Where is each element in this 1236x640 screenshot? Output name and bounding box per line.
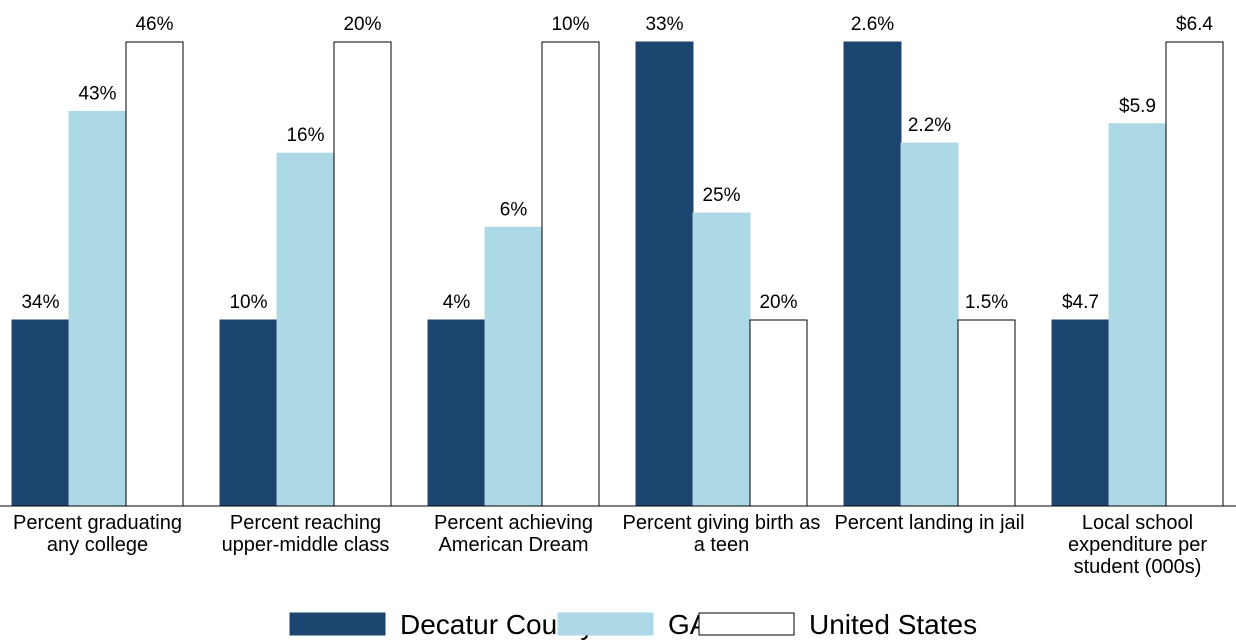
- value-label: 33%: [645, 14, 683, 35]
- x-tick-label: Percent achieving American Dream: [434, 512, 593, 556]
- bar: [1108, 123, 1167, 507]
- x-tick-label: Percent giving birth as a teen: [622, 512, 821, 556]
- bar: [219, 319, 278, 507]
- value-label: 1.5%: [965, 292, 1008, 313]
- value-label: 16%: [286, 125, 324, 146]
- value-label: $5.9: [1119, 96, 1156, 117]
- bar: [843, 41, 902, 507]
- bar: [484, 226, 543, 507]
- value-label: $6.4: [1176, 14, 1213, 35]
- bar: [276, 152, 335, 507]
- value-label: 10%: [229, 292, 267, 313]
- x-tick-label: Local school expenditure per student (00…: [1068, 512, 1207, 578]
- bar: [749, 319, 808, 507]
- bar: [692, 212, 751, 507]
- value-label: 2.2%: [908, 115, 951, 136]
- bar: [1165, 41, 1224, 507]
- value-label: 46%: [135, 14, 173, 35]
- value-label: 43%: [78, 84, 116, 105]
- bar: [1051, 319, 1110, 507]
- legend-swatch: [289, 612, 386, 636]
- value-label: 2.6%: [851, 14, 894, 35]
- value-label: $4.7: [1062, 292, 1099, 313]
- bar: [68, 111, 127, 507]
- x-tick-label: Percent reaching upper-middle class: [221, 512, 390, 556]
- value-label: 4%: [443, 292, 471, 313]
- value-label: 10%: [551, 14, 589, 35]
- bar: [427, 319, 486, 507]
- x-tick-label: Percent graduating any college: [12, 512, 182, 556]
- value-label: 34%: [21, 292, 59, 313]
- bar: [900, 142, 959, 507]
- bar: [125, 41, 184, 507]
- legend-swatch: [698, 612, 795, 636]
- bar: [11, 319, 70, 507]
- x-tick-label: Percent landing in jail: [834, 512, 1025, 534]
- bar: [635, 41, 694, 507]
- legend-swatch: [557, 612, 654, 636]
- bar: [957, 319, 1016, 507]
- value-label: 25%: [702, 185, 740, 206]
- value-label: 6%: [500, 199, 528, 220]
- bar: [541, 41, 600, 507]
- value-label: 20%: [759, 292, 797, 313]
- bar: [333, 41, 392, 507]
- value-label: 20%: [343, 14, 381, 35]
- legend-label: United States: [809, 609, 977, 640]
